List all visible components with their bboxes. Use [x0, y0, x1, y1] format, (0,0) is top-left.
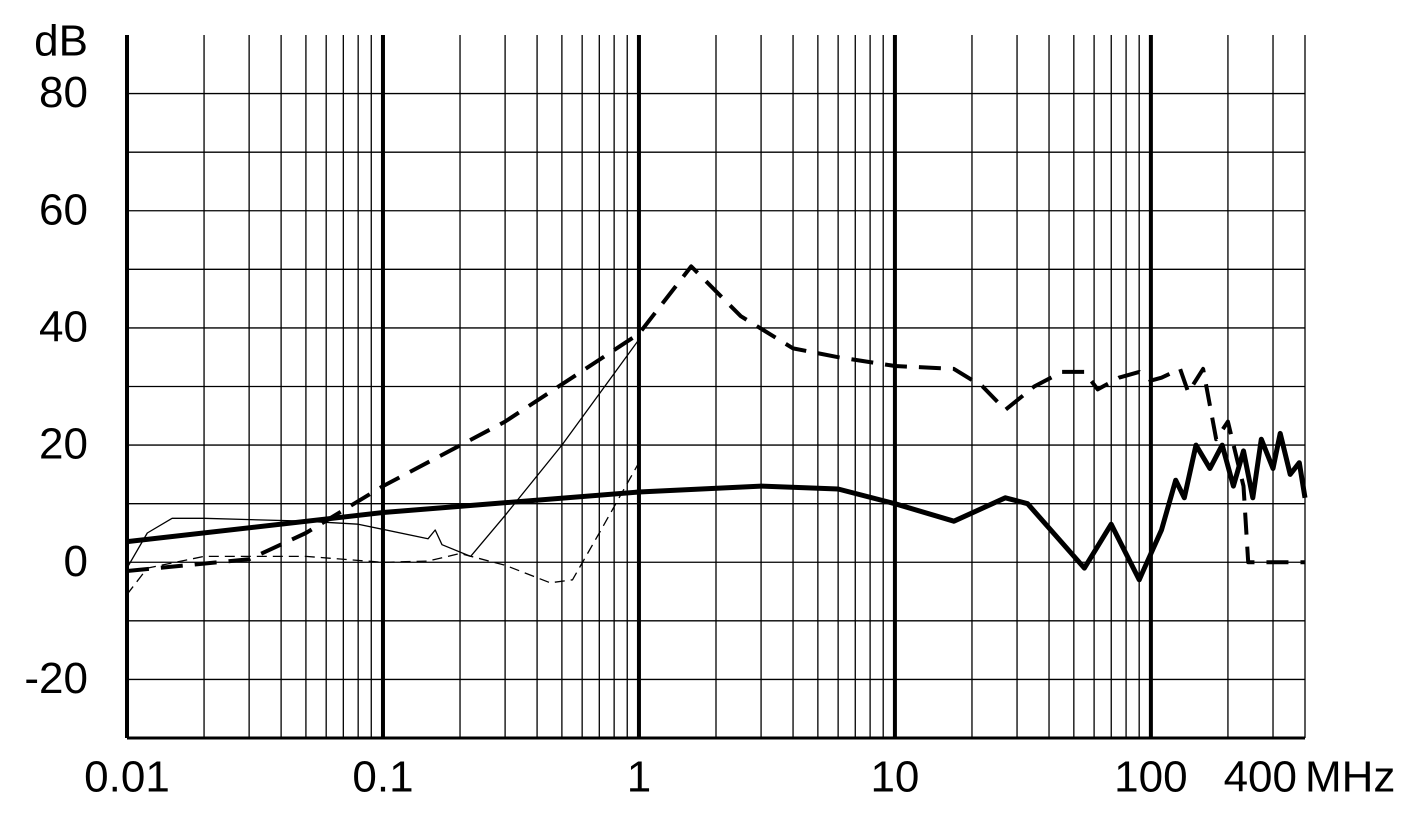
x-tick-label: 400 — [1224, 753, 1297, 802]
y-tick-label: 80 — [39, 68, 88, 117]
y-tick-label: 40 — [39, 303, 88, 352]
series-line — [126, 264, 1305, 573]
y-tick-label: 60 — [39, 185, 88, 234]
x-tick-label: 100 — [1114, 753, 1187, 802]
series-line — [126, 430, 1308, 583]
x-tick-label: 0.01 — [84, 753, 170, 802]
x-tick-label: 0.1 — [352, 753, 413, 802]
y-tick-label: 20 — [39, 420, 88, 469]
y-tick-label: -20 — [24, 654, 88, 703]
x-tick-label: 10 — [870, 753, 919, 802]
series-line — [126, 339, 640, 569]
y-unit: dB — [34, 17, 88, 66]
x-unit: MHz — [1305, 753, 1395, 802]
series-line — [126, 462, 640, 595]
x-tick-label: 1 — [627, 753, 651, 802]
y-tick-label: 0 — [64, 537, 88, 586]
